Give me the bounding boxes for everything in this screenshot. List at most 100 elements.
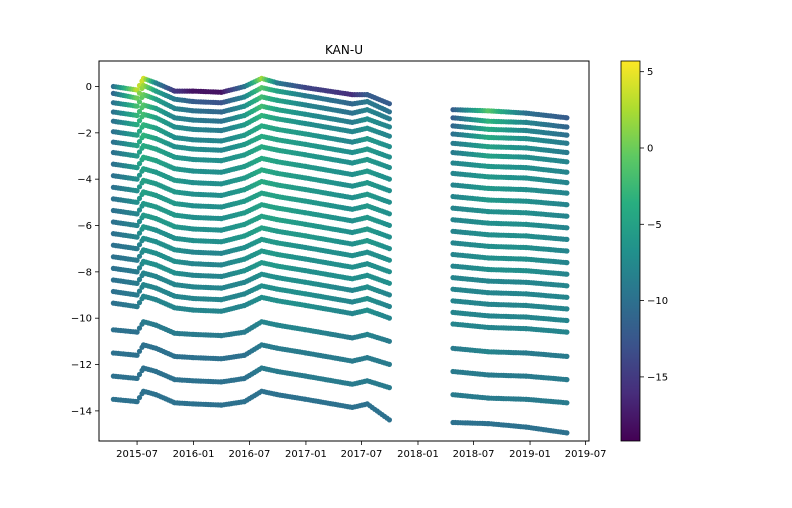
data-point [136, 108, 143, 115]
data-point [386, 211, 392, 217]
data-point [386, 176, 392, 182]
data-point [564, 149, 570, 156]
data-point [134, 246, 140, 252]
data-point [134, 292, 140, 298]
data-point [134, 269, 140, 275]
data-point [564, 202, 570, 208]
data-point [136, 276, 143, 283]
data-point [386, 164, 392, 171]
data-point [386, 315, 392, 321]
data-point [134, 399, 140, 405]
data-point [136, 90, 143, 96]
x-tick-label: 2015-07 [116, 449, 158, 460]
y-tick-label: −10 [71, 314, 92, 325]
data-point [564, 124, 570, 130]
plot-frame [98, 60, 590, 442]
data-point [134, 153, 140, 159]
colorbar-tick-label: 5 [647, 67, 653, 78]
data-point [136, 242, 143, 248]
data-point [136, 172, 143, 178]
data-point [136, 139, 143, 145]
data-point [134, 375, 140, 381]
data-point [134, 211, 140, 217]
data-points [110, 75, 570, 436]
data-point [564, 283, 570, 289]
data-point [136, 149, 143, 155]
data-point [564, 400, 570, 406]
y-tick-label: −4 [77, 175, 92, 186]
data-point [564, 169, 570, 175]
data-point [134, 352, 140, 358]
data-point [386, 234, 392, 240]
colorbar-tick-label: −15 [647, 372, 668, 383]
data-point [134, 143, 140, 149]
y-tick-label: −6 [77, 221, 92, 232]
data-point [136, 218, 143, 225]
data-point [564, 317, 570, 324]
data-point [136, 348, 143, 354]
y-tick-label: −12 [71, 360, 92, 371]
data-point [136, 371, 143, 378]
data-point [386, 257, 392, 263]
data-point [386, 133, 392, 139]
data-point [136, 253, 143, 259]
data-point [564, 377, 570, 383]
data-point [386, 199, 392, 205]
data-point [564, 140, 570, 146]
data-point [386, 144, 392, 150]
data-point [136, 230, 143, 236]
data-point [134, 257, 140, 263]
data-point [386, 222, 392, 228]
data-point [134, 280, 140, 286]
data-point [134, 176, 140, 182]
data-point [564, 190, 570, 196]
x-tick-label: 2018-07 [453, 449, 495, 460]
data-point [136, 118, 143, 124]
data-point [134, 222, 140, 229]
data-point [134, 132, 140, 138]
data-point [564, 430, 570, 436]
data-point [386, 124, 392, 130]
data-point [386, 116, 392, 122]
data-point [134, 329, 140, 335]
data-point [564, 236, 570, 242]
y-tick-label: 0 [86, 82, 92, 93]
data-point [564, 329, 570, 335]
data-point [386, 101, 392, 107]
x-tick-label: 2019-01 [509, 449, 551, 460]
x-tick-label: 2017-01 [285, 449, 327, 460]
data-point [386, 361, 392, 367]
data-point [564, 213, 570, 219]
x-tick-label: 2016-01 [173, 449, 215, 460]
data-point [386, 292, 392, 298]
data-point [136, 207, 143, 213]
data-point [386, 303, 392, 310]
data-point [386, 109, 392, 115]
data-point [386, 246, 392, 252]
data-point [136, 195, 143, 201]
colorbar-tick-label: −5 [647, 220, 662, 231]
data-point [136, 288, 143, 294]
data-point [564, 180, 570, 186]
data-point [564, 294, 570, 300]
data-point [564, 271, 570, 277]
data-point [136, 325, 143, 331]
data-point [136, 99, 143, 105]
data-point [134, 165, 140, 171]
data-point [564, 306, 570, 312]
data-point [564, 115, 570, 121]
data-point [386, 154, 392, 160]
x-tick-label: 2016-07 [229, 449, 271, 460]
y-tick-label: −2 [77, 128, 92, 139]
x-tick-label: 2019-07 [565, 449, 607, 460]
y-tick-label: −14 [71, 406, 92, 417]
data-point [136, 161, 143, 167]
data-point [134, 103, 140, 109]
colorbar-axis: 5 0 −5 −10 −15 [640, 67, 668, 383]
data-point [564, 159, 570, 165]
x-tick-label: 2018-01 [397, 449, 439, 460]
data-point [134, 122, 140, 128]
colorbar-tick-label: 0 [647, 143, 653, 154]
data-point [136, 184, 143, 190]
